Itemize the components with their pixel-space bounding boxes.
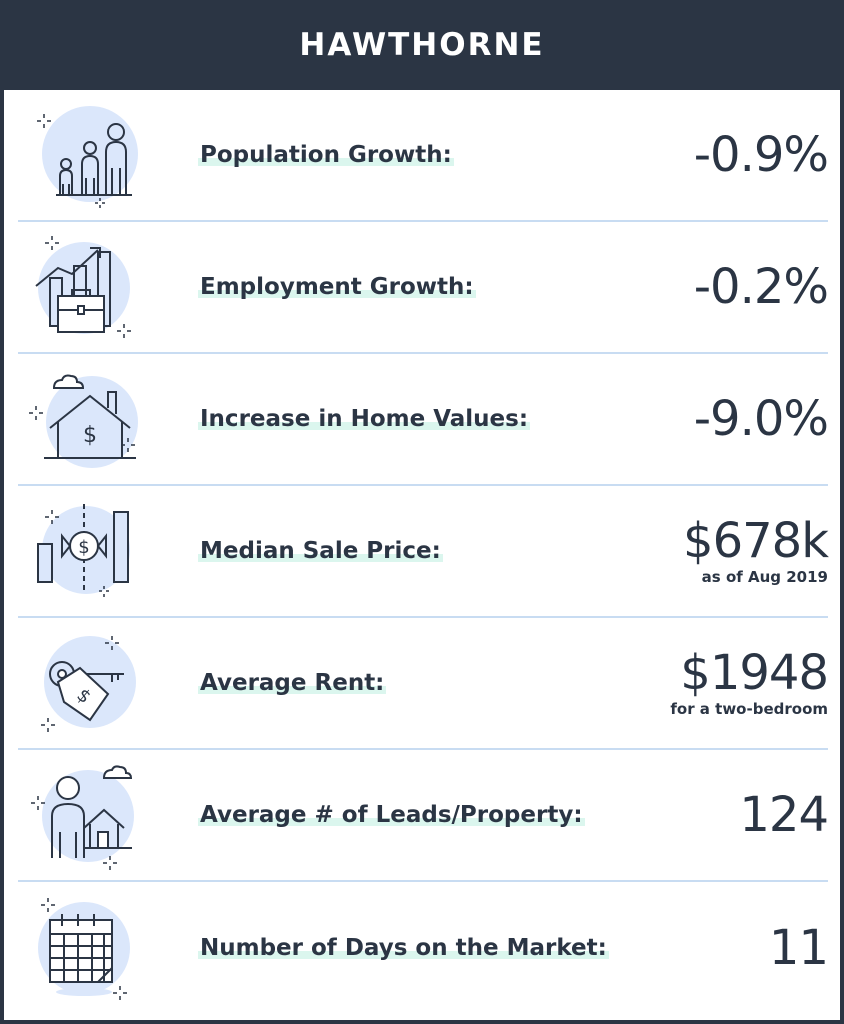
stats-panel: Population Growth: -0.9% Employment Grow… [4, 90, 840, 1020]
svg-text:$: $ [83, 423, 97, 448]
stat-row-leads: Average # of Leads/Property: 124 [18, 750, 829, 882]
stat-value-block: 11 [768, 919, 829, 976]
stat-value-block: 124 [739, 786, 829, 843]
sale-price-icon: $ [28, 494, 144, 610]
header-bar: HAWTHORNE [0, 0, 844, 90]
stat-value: -0.2% [693, 258, 829, 315]
svg-text:$: $ [78, 537, 89, 558]
stat-label: Average # of Leads/Property: [198, 802, 585, 828]
employment-icon [28, 230, 144, 346]
stat-value: 11 [768, 919, 829, 976]
stat-row-rent: $ Average Rent: $1948 for a two-bedroom [18, 618, 829, 750]
stat-subtext: as of Aug 2019 [701, 568, 828, 587]
population-icon [28, 98, 144, 214]
stat-label: Increase in Home Values: [198, 406, 531, 432]
stat-label: Average Rent: [198, 670, 387, 696]
stat-row-population: Population Growth: -0.9% [18, 90, 829, 222]
stat-value: $678k [683, 512, 829, 569]
stat-value-block: $678k as of Aug 2019 [683, 512, 829, 587]
stat-row-days-on-market: Number of Days on the Market: 11 [18, 882, 829, 1014]
house-dollar-icon: $ [28, 362, 144, 478]
page-title: HAWTHORNE [299, 27, 545, 63]
stat-label: Employment Growth: [198, 274, 476, 300]
stat-label: Number of Days on the Market: [198, 935, 609, 961]
stat-value: $1948 [680, 644, 829, 701]
stat-row-home-values: $ Increase in Home Values: -9.0% [18, 354, 829, 486]
stat-value-block: -9.0% [693, 390, 829, 447]
key-tag-icon: $ [28, 626, 144, 742]
calendar-icon [28, 890, 144, 1006]
stat-label: Population Growth: [198, 142, 454, 168]
stat-subtext: for a two-bedroom [670, 700, 828, 719]
stat-value-block: $1948 for a two-bedroom [670, 644, 829, 719]
stat-value: 124 [739, 786, 829, 843]
stat-value: -9.0% [693, 390, 829, 447]
person-house-icon [28, 758, 144, 874]
stat-value-block: -0.9% [693, 126, 829, 183]
stat-row-employment: Employment Growth: -0.2% [18, 222, 829, 354]
stat-label: Median Sale Price: [198, 538, 443, 564]
stat-row-sale-price: $ Median Sale Price: $678k as of Aug 201… [18, 486, 829, 618]
stat-value-block: -0.2% [693, 258, 829, 315]
stat-value: -0.9% [693, 126, 829, 183]
